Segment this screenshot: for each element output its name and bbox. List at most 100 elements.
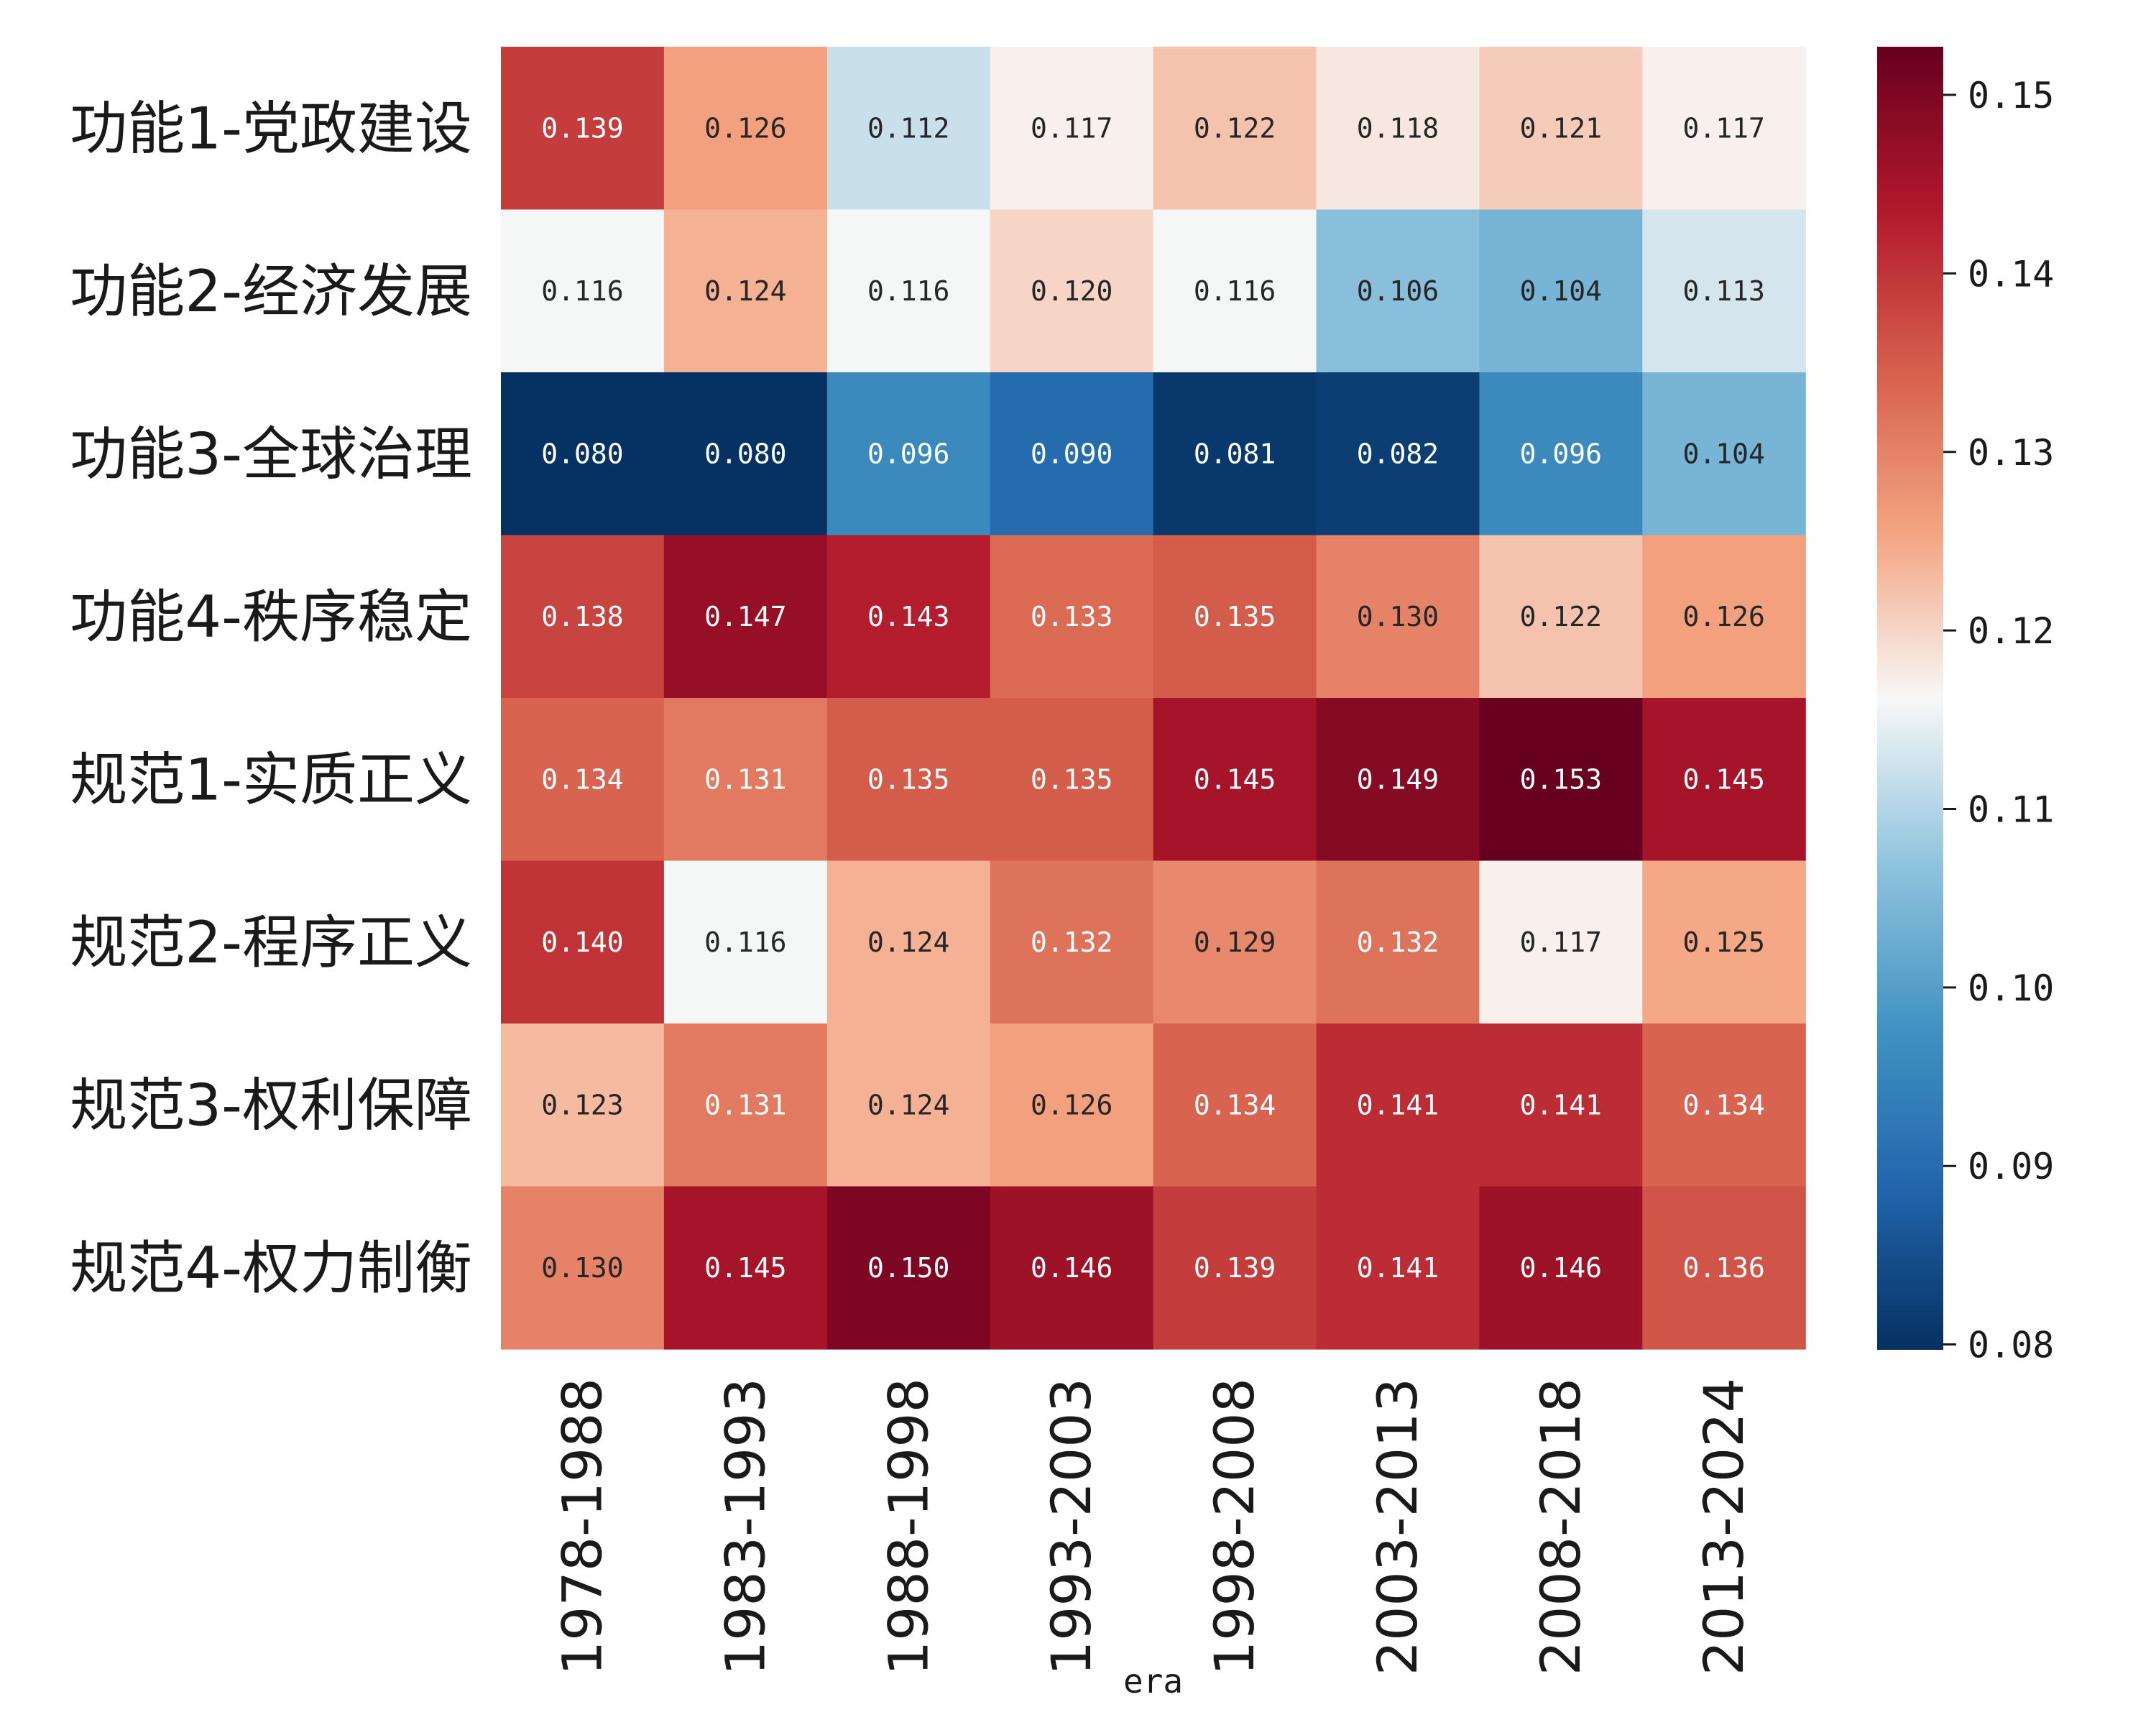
heatmap-cell [501,372,665,536]
cell-value-label: 0.120 [1031,275,1112,307]
cell-value-label: 0.146 [1520,1252,1602,1284]
cell-value-label: 0.134 [541,763,623,795]
heatmap-cell [990,47,1154,211]
x-tick-label: 1978-1988 [550,1378,614,1675]
colorbar-tick-label: 0.09 [1968,1146,2054,1187]
cell-value-label: 0.124 [867,1089,949,1121]
heatmap-cell [1316,535,1480,699]
heatmap-cell [990,535,1154,699]
heatmap-cell [501,47,665,211]
y-tick-label: 功能2-经济发展 [70,258,472,325]
cell-value-label: 0.139 [1194,1252,1276,1284]
cell-value-label: 0.090 [1031,438,1112,469]
heatmap-cell [663,535,828,699]
heatmap-cell [1642,535,1806,699]
heatmap-cell [990,1024,1154,1187]
cell-value-label: 0.124 [704,275,786,307]
cell-value-label: 0.116 [541,275,623,307]
heatmap-cell [1642,698,1806,862]
cell-value-label: 0.136 [1683,1252,1765,1284]
cell-value-label: 0.145 [704,1252,786,1284]
cell-value-label: 0.141 [1357,1252,1439,1284]
heatmap-cell [1153,535,1317,699]
cell-value-label: 0.116 [1194,275,1276,307]
heatmap-cell [501,535,665,699]
heatmap-cell [663,860,828,1024]
cell-value-label: 0.129 [1194,926,1276,958]
colorbar [1877,47,1943,1350]
x-tick-label: 1988-1998 [876,1378,940,1675]
cell-value-label: 0.130 [1357,601,1439,632]
heatmap-cell [1479,535,1643,699]
heatmap-cell [1479,698,1643,862]
heatmap-cell [1479,1186,1643,1350]
heatmap-cell [663,372,828,536]
heatmap-cell [663,1186,828,1350]
heatmap-cell [1316,47,1480,211]
cell-value-label: 0.112 [867,112,949,144]
cell-value-label: 0.150 [867,1252,949,1284]
colorbar-ticks: 0.08 0.09 0.10 0.11 0.12 0.13 0.14 0.15 [1943,75,2054,1366]
cell-value-label: 0.138 [541,601,623,632]
heatmap-cell [826,209,991,373]
cell-value-label: 0.126 [1031,1089,1112,1121]
heatmap-cell [501,209,665,373]
cell-value-label: 0.116 [704,926,786,958]
heatmap-cell [663,1024,828,1187]
cell-value-label: 0.130 [541,1252,623,1284]
heatmap-cell [990,698,1154,862]
cell-value-label: 0.117 [1520,926,1602,958]
y-axis-tick-labels: 功能1-党政建设功能2-经济发展功能3-全球治理功能4-秩序稳定规范1-实质正义… [70,95,472,1302]
cell-value-label: 0.116 [867,275,949,307]
heatmap-cell [1642,47,1806,211]
heatmap-cell [1316,372,1480,536]
heatmap-cell [1479,1024,1643,1187]
cell-value-label: 0.104 [1683,438,1765,469]
cell-value-label: 0.113 [1683,275,1765,307]
heatmap-cell [1479,209,1643,373]
colorbar-tick-label: 0.11 [1968,788,2054,830]
heatmap-cell [826,1024,991,1187]
y-tick-label: 规范3-权利保障 [70,1072,472,1138]
cell-value-label: 0.135 [867,763,949,795]
cell-value-label: 0.117 [1031,112,1112,144]
cell-value-label: 0.118 [1357,112,1439,144]
cell-value-label: 0.131 [704,763,786,795]
cell-value-label: 0.081 [1194,438,1276,469]
cell-value-label: 0.131 [704,1089,786,1121]
heatmap-cell [990,372,1154,536]
cell-value-label: 0.134 [1683,1089,1765,1121]
heatmap-cell [990,1186,1154,1350]
heatmap-cell [663,698,828,862]
heatmap-cell [501,1186,665,1350]
x-tick-label: 2013-2024 [1692,1378,1756,1675]
x-tick-label: 2008-2018 [1529,1378,1593,1675]
heatmap-cell [826,372,991,536]
cell-value-label: 0.145 [1194,763,1276,795]
cell-value-label: 0.124 [867,926,949,958]
cell-value-label: 0.125 [1683,926,1765,958]
heatmap-cell [1153,860,1317,1024]
heatmap-cell [1479,860,1643,1024]
y-tick-label: 功能1-党政建设 [70,95,472,162]
colorbar-tick-label: 0.14 [1968,253,2054,295]
cell-value-label: 0.104 [1520,275,1602,307]
heatmap-cell [501,1024,665,1187]
colorbar-tick-label: 0.13 [1968,432,2054,474]
x-axis-title: era [1123,1662,1183,1701]
heatmap-cell [663,47,828,211]
heatmap-cell [1642,209,1806,373]
heatmap-cell [1479,372,1643,536]
cell-value-label: 0.147 [704,601,786,632]
colorbar-tick-label: 0.08 [1968,1325,2054,1366]
heatmap-cell [1316,860,1480,1024]
y-tick-label: 功能3-全球治理 [70,420,472,487]
cell-value-label: 0.143 [867,601,949,632]
heatmap-cell [1642,372,1806,536]
heatmap-cell [1642,860,1806,1024]
cell-value-label: 0.117 [1683,112,1765,144]
cell-value-label: 0.135 [1194,601,1276,632]
heatmap-cell [1153,209,1317,373]
colorbar-tick-label: 0.15 [1968,75,2054,116]
